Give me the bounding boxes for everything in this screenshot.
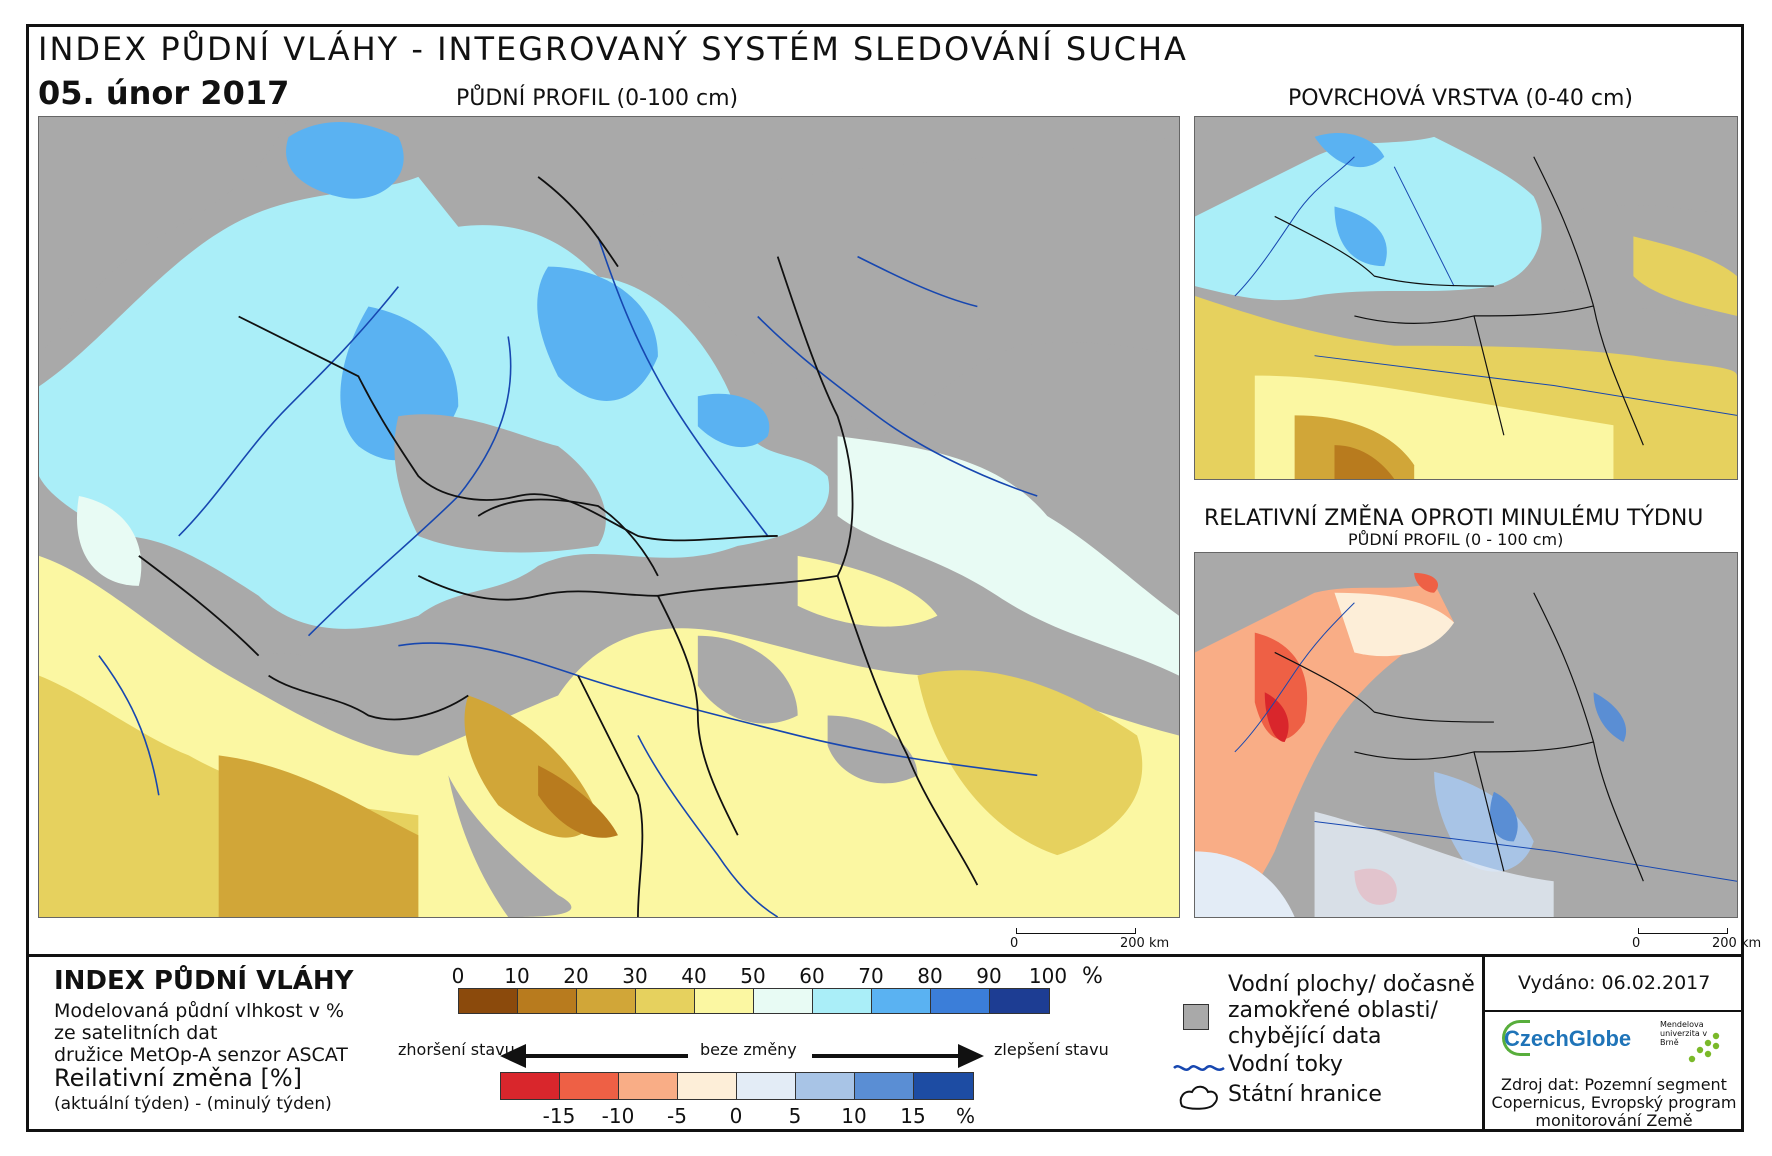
moisture-swatch — [813, 989, 872, 1013]
right-arrow-icon — [958, 1044, 984, 1068]
relative-change-subtitle: (aktuální týden) - (minulý týden) — [54, 1094, 332, 1114]
legend-panel — [26, 954, 1744, 1132]
legend-desc-line-2: ze satelitních dat — [54, 1022, 218, 1044]
border-symbol-icon — [1179, 1085, 1218, 1110]
change-tick-label: 10 — [841, 1104, 867, 1128]
relative-change-title: Reilativní změna [%] — [54, 1064, 303, 1092]
gray-legend-line-2: zamokřené oblasti/ — [1228, 998, 1438, 1023]
change-color-ramp — [500, 1072, 974, 1100]
gray-legend-line-1: Vodní plochy/ dočasně — [1228, 972, 1475, 997]
river-symbol-icon — [1173, 1065, 1225, 1071]
no-change-label: beze změny — [700, 1040, 797, 1059]
surface-layer-map[interactable] — [1194, 116, 1738, 480]
moisture-swatch — [577, 989, 636, 1013]
main-map-title: PŮDNÍ PROFIL (0-100 cm) — [456, 86, 739, 111]
change-tick-label: -15 — [542, 1104, 576, 1128]
info-divider — [1482, 954, 1485, 1132]
moisture-tick-label: 70 — [858, 964, 884, 988]
moisture-swatch — [459, 989, 518, 1013]
date-label: 05. únor 2017 — [38, 74, 290, 112]
change-tick-label: 0 — [729, 1104, 743, 1128]
change-map-title: RELATIVNÍ ZMĚNA OPROTI MINULÉMU TÝDNU — [1204, 506, 1704, 531]
better-label: zlepšení stavu — [994, 1040, 1109, 1059]
issued-date: Vydáno: 06.02.2017 — [1518, 972, 1711, 994]
moisture-tick-label: 50 — [740, 964, 766, 988]
legend-title: INDEX PŮDNÍ VLÁHY — [54, 966, 354, 996]
arrow-shaft-left — [524, 1054, 688, 1058]
moisture-tick-label: 90 — [976, 964, 1002, 988]
map-frame — [26, 24, 1744, 1132]
left-arrow-icon — [500, 1044, 526, 1068]
moisture-tick-label: 20 — [563, 964, 589, 988]
mendel-university-logo: Mendelova univerzita v Brně — [1660, 1020, 1732, 1072]
main-map-scalebar: 0 200 km — [1010, 926, 1170, 952]
data-source: Zdroj dat: Pozemní segment Copernicus, E… — [1491, 1075, 1737, 1130]
moisture-tick-label: 40 — [681, 964, 707, 988]
change-tick-label: 15 — [900, 1104, 926, 1128]
moisture-tick-label: 30 — [622, 964, 648, 988]
change-unit: % — [956, 1104, 976, 1128]
moisture-color-ramp — [458, 988, 1050, 1014]
moisture-tick-label: 80 — [917, 964, 943, 988]
change-swatch — [619, 1073, 678, 1099]
moisture-unit: % — [1082, 964, 1103, 989]
change-tick-label: -5 — [667, 1104, 687, 1128]
page-title: INDEX PŮDNÍ VLÁHY - INTEGROVANÝ SYSTÉM S… — [38, 30, 1188, 68]
change-swatch — [737, 1073, 796, 1099]
moisture-tick-label: 60 — [799, 964, 825, 988]
surface-map-title: POVRCHOVÁ VRSTVA (0-40 cm) — [1288, 86, 1633, 111]
legend-desc-line-1: Modelovaná půdní vlhkost v % — [54, 1000, 345, 1022]
change-swatch — [560, 1073, 619, 1099]
moisture-swatch — [518, 989, 577, 1013]
change-swatch — [796, 1073, 855, 1099]
change-swatch — [501, 1073, 560, 1099]
missing-data-swatch — [1183, 1004, 1209, 1030]
legend-desc-line-3: družice MetOp-A senzor ASCAT — [54, 1044, 348, 1066]
arrow-shaft-right — [812, 1054, 960, 1058]
change-swatch — [914, 1073, 973, 1099]
moisture-swatch — [636, 989, 695, 1013]
moisture-swatch — [872, 989, 931, 1013]
czechglobe-logo: CzechGlobe — [1502, 1020, 1640, 1072]
gray-legend-line-3: chybějící data — [1228, 1024, 1382, 1049]
rivers-legend-label: Vodní toky — [1228, 1052, 1343, 1077]
info-hdivider — [1482, 1010, 1744, 1012]
worse-label: zhoršení stavu — [398, 1040, 515, 1059]
change-tick-label: -10 — [601, 1104, 635, 1128]
relative-change-map[interactable] — [1194, 552, 1738, 918]
main-soil-moisture-map[interactable] — [38, 116, 1180, 918]
change-tick-label: 5 — [788, 1104, 802, 1128]
moisture-tick-label: 100 — [1028, 964, 1068, 988]
change-swatch — [855, 1073, 914, 1099]
borders-legend-label: Státní hranice — [1228, 1082, 1382, 1107]
moisture-swatch — [931, 989, 990, 1013]
moisture-swatch — [754, 989, 813, 1013]
change-swatch — [678, 1073, 737, 1099]
moisture-swatch — [990, 989, 1049, 1013]
moisture-tick-label: 0 — [451, 964, 465, 988]
change-map-subtitle: PŮDNÍ PROFIL (0 - 100 cm) — [1348, 530, 1564, 549]
moisture-tick-label: 10 — [504, 964, 530, 988]
change-map-scalebar: 0 200 km — [1632, 926, 1761, 952]
moisture-swatch — [695, 989, 754, 1013]
